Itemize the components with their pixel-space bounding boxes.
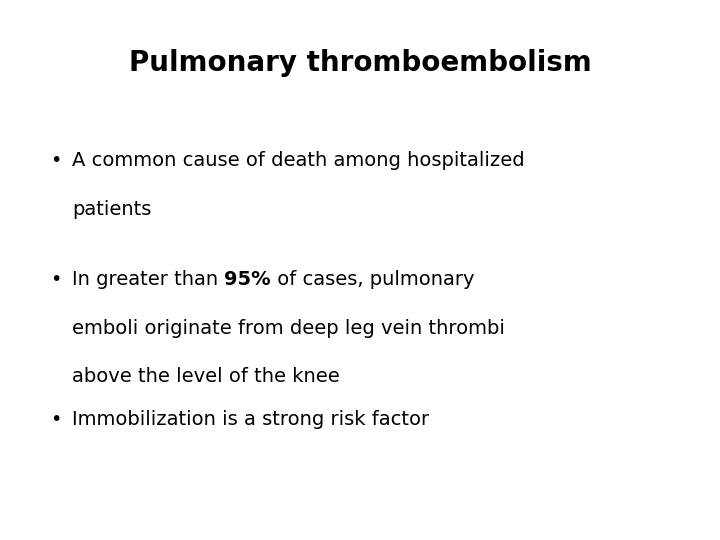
Text: emboli originate from deep leg vein thrombi: emboli originate from deep leg vein thro… — [72, 319, 505, 338]
Text: above the level of the knee: above the level of the knee — [72, 367, 340, 386]
Text: Pulmonary thromboembolism: Pulmonary thromboembolism — [129, 49, 591, 77]
Text: Immobilization is a strong risk factor: Immobilization is a strong risk factor — [72, 410, 429, 429]
Text: 95%: 95% — [225, 270, 271, 289]
Text: •: • — [50, 270, 62, 289]
Text: patients: patients — [72, 200, 151, 219]
Text: A common cause of death among hospitalized: A common cause of death among hospitaliz… — [72, 151, 525, 170]
Text: In greater than: In greater than — [72, 270, 225, 289]
Text: of cases, pulmonary: of cases, pulmonary — [271, 270, 474, 289]
Text: •: • — [50, 151, 62, 170]
Text: •: • — [50, 410, 62, 429]
